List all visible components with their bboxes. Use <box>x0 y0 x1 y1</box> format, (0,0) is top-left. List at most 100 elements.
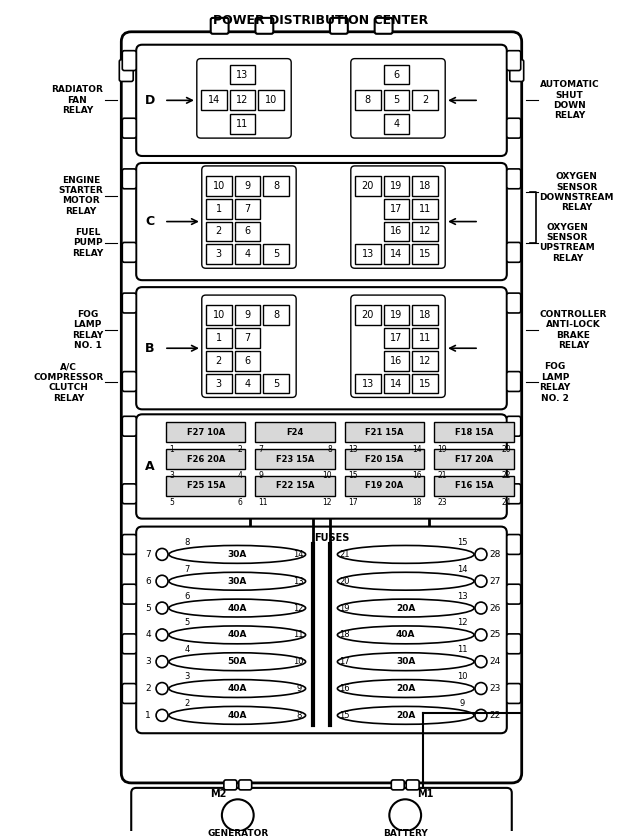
FancyBboxPatch shape <box>330 18 348 33</box>
Text: 13: 13 <box>348 445 358 454</box>
Ellipse shape <box>169 545 305 563</box>
Bar <box>235 374 260 394</box>
Text: F18 15A: F18 15A <box>455 428 493 436</box>
Text: 11: 11 <box>457 645 467 655</box>
Text: 2: 2 <box>422 95 428 105</box>
FancyBboxPatch shape <box>122 684 136 703</box>
Text: 25: 25 <box>489 630 500 640</box>
FancyBboxPatch shape <box>136 287 507 410</box>
Bar <box>235 222 260 242</box>
Text: 24: 24 <box>501 498 511 507</box>
Bar <box>412 244 439 264</box>
Bar <box>412 328 439 348</box>
Circle shape <box>475 629 487 641</box>
Ellipse shape <box>169 573 305 590</box>
Text: 3: 3 <box>184 672 190 681</box>
Bar <box>235 176 260 196</box>
Ellipse shape <box>169 626 305 644</box>
Text: 11: 11 <box>419 204 431 214</box>
Text: 5: 5 <box>185 619 190 628</box>
Text: 50A: 50A <box>228 657 247 666</box>
Text: F23 15A: F23 15A <box>276 455 314 463</box>
Text: 8: 8 <box>273 181 279 191</box>
Text: 40A: 40A <box>228 684 247 693</box>
Bar <box>384 90 410 110</box>
Bar <box>255 476 335 496</box>
Text: 10: 10 <box>293 657 304 666</box>
Ellipse shape <box>169 680 305 697</box>
FancyBboxPatch shape <box>122 118 136 138</box>
Text: 17: 17 <box>348 498 358 507</box>
Text: 16: 16 <box>390 227 403 237</box>
Text: BATTERY: BATTERY <box>383 828 428 836</box>
Bar <box>384 351 410 370</box>
Bar <box>384 199 410 218</box>
FancyBboxPatch shape <box>136 415 507 518</box>
Bar <box>384 115 410 134</box>
Text: 16: 16 <box>412 472 421 481</box>
Text: 11: 11 <box>293 630 304 640</box>
Text: 16: 16 <box>339 684 350 693</box>
Text: 40A: 40A <box>228 630 247 640</box>
Text: 1: 1 <box>215 333 222 343</box>
Text: 9: 9 <box>244 310 251 320</box>
Text: 11: 11 <box>419 333 431 343</box>
Text: 4: 4 <box>394 120 399 130</box>
Text: 23: 23 <box>489 684 500 693</box>
FancyBboxPatch shape <box>507 242 521 263</box>
Bar <box>412 90 439 110</box>
Text: 7: 7 <box>258 445 263 454</box>
FancyBboxPatch shape <box>507 169 521 189</box>
FancyBboxPatch shape <box>375 18 392 33</box>
Bar <box>384 222 410 242</box>
Text: 6: 6 <box>244 355 251 365</box>
Text: 10: 10 <box>265 95 277 105</box>
Bar <box>384 328 410 348</box>
Circle shape <box>222 799 254 831</box>
FancyBboxPatch shape <box>510 59 523 81</box>
Text: 27: 27 <box>489 577 500 586</box>
Text: 16: 16 <box>390 355 403 365</box>
FancyBboxPatch shape <box>507 293 521 313</box>
Ellipse shape <box>169 653 305 670</box>
Bar <box>206 244 231 264</box>
Bar <box>345 449 424 469</box>
Text: 8: 8 <box>273 310 279 320</box>
Text: 22: 22 <box>489 711 500 720</box>
Ellipse shape <box>338 680 474 697</box>
Text: 6: 6 <box>244 227 251 237</box>
Text: ENGINE
STARTER
MOTOR
RELAY: ENGINE STARTER MOTOR RELAY <box>59 176 104 216</box>
Text: 14: 14 <box>457 565 467 573</box>
Text: 20: 20 <box>361 310 374 320</box>
Text: 15: 15 <box>419 379 431 389</box>
FancyBboxPatch shape <box>507 51 521 70</box>
Text: 6: 6 <box>145 577 151 586</box>
Circle shape <box>156 655 168 668</box>
Text: 12: 12 <box>457 619 467 628</box>
Text: 5: 5 <box>145 604 151 613</box>
Text: 8: 8 <box>365 95 371 105</box>
Bar <box>255 422 335 442</box>
FancyBboxPatch shape <box>122 169 136 189</box>
Bar <box>258 90 284 110</box>
Text: 40A: 40A <box>228 711 247 720</box>
Text: F20 15A: F20 15A <box>365 455 404 463</box>
Text: F19 20A: F19 20A <box>365 482 404 491</box>
Text: FOG
LAMP
RELAY
NO. 1: FOG LAMP RELAY NO. 1 <box>72 310 104 350</box>
Ellipse shape <box>338 573 474 590</box>
Circle shape <box>475 655 487 668</box>
FancyBboxPatch shape <box>392 780 404 790</box>
FancyBboxPatch shape <box>122 242 136 263</box>
Bar <box>264 305 289 325</box>
Bar <box>434 476 514 496</box>
Circle shape <box>156 548 168 560</box>
Circle shape <box>156 629 168 641</box>
Text: 5: 5 <box>394 95 400 105</box>
Bar <box>355 176 381 196</box>
Bar <box>235 328 260 348</box>
FancyBboxPatch shape <box>406 780 419 790</box>
Text: 4: 4 <box>244 379 251 389</box>
Bar <box>166 449 246 469</box>
Text: 18: 18 <box>412 498 421 507</box>
Text: 15: 15 <box>348 472 358 481</box>
